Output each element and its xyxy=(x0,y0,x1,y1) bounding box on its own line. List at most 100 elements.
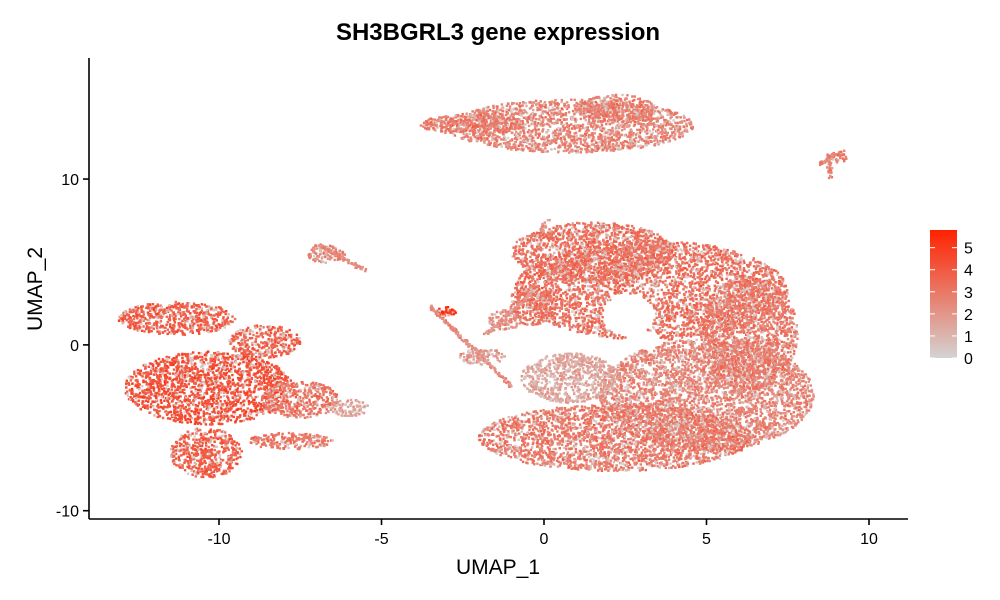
cell-point xyxy=(119,317,122,320)
cell-point xyxy=(270,368,273,371)
cell-point xyxy=(483,141,486,144)
cell-point xyxy=(176,302,180,306)
cell-point xyxy=(254,372,257,376)
cell-point xyxy=(244,410,248,413)
cell-point xyxy=(534,99,538,102)
cell-point xyxy=(178,307,181,310)
cell-point xyxy=(165,310,168,313)
cell-point xyxy=(475,137,478,140)
cell-point xyxy=(247,384,251,387)
cell-point xyxy=(447,129,451,132)
cell-point xyxy=(259,410,262,413)
cell-point xyxy=(194,382,197,385)
cell-point xyxy=(494,134,497,137)
cell-point xyxy=(483,128,486,132)
cell-point xyxy=(213,352,216,355)
cell-point xyxy=(201,367,205,371)
cell-point xyxy=(541,110,544,113)
cell-point xyxy=(466,118,469,121)
cell-point xyxy=(611,129,614,132)
cell-point xyxy=(485,130,488,133)
cell-point xyxy=(165,323,168,326)
cell-point xyxy=(517,144,520,147)
cell-point xyxy=(520,147,524,151)
cell-point xyxy=(511,102,514,106)
cell-point xyxy=(254,385,257,388)
cell-point xyxy=(158,409,161,413)
cell-point xyxy=(136,317,139,320)
cell-point xyxy=(595,115,598,118)
cell-point xyxy=(141,389,144,392)
cell-point xyxy=(202,392,206,395)
cell-point xyxy=(172,396,176,399)
cell-point xyxy=(671,131,674,135)
cell-point xyxy=(118,315,121,318)
cell-point xyxy=(603,127,606,130)
cell-point xyxy=(551,121,554,125)
cell-point xyxy=(585,110,588,113)
cell-point xyxy=(189,326,192,330)
cell-point xyxy=(228,382,231,385)
cell-point xyxy=(676,126,680,129)
cell-point xyxy=(149,403,153,406)
cell-point xyxy=(210,390,213,393)
cell-point xyxy=(645,144,648,147)
cell-point xyxy=(530,113,533,116)
cell-point xyxy=(200,475,203,479)
cell-point xyxy=(637,120,640,123)
cell-point xyxy=(239,354,242,357)
cell-point xyxy=(440,130,443,133)
cell-point xyxy=(572,125,576,128)
cell-point xyxy=(641,124,644,128)
cell-point xyxy=(140,309,144,312)
cell-point xyxy=(617,136,621,140)
cell-point xyxy=(214,329,217,332)
cell-point xyxy=(148,327,151,330)
cell-point xyxy=(222,310,226,314)
cell-point xyxy=(129,319,132,323)
cell-point xyxy=(463,130,466,134)
cell-point xyxy=(584,144,587,148)
cell-point xyxy=(227,407,231,411)
cell-point xyxy=(234,404,237,407)
cell-point xyxy=(648,118,651,121)
cell-point xyxy=(629,144,632,147)
cell-point xyxy=(223,365,226,368)
cell-point xyxy=(214,407,217,410)
cell-point xyxy=(666,110,669,114)
cell-point xyxy=(217,389,221,392)
cell-point xyxy=(148,383,151,386)
cell-point xyxy=(162,361,166,365)
cell-point xyxy=(213,314,216,317)
cell-point xyxy=(468,118,471,121)
cell-point xyxy=(178,368,181,371)
cell-point xyxy=(506,112,509,115)
cell-point xyxy=(210,369,213,372)
cell-point xyxy=(620,114,624,117)
cell-point xyxy=(616,110,619,113)
cell-point xyxy=(246,357,249,361)
cell-point xyxy=(152,385,155,389)
cell-point xyxy=(468,139,471,143)
cell-point xyxy=(218,463,221,467)
cell-point xyxy=(652,104,656,107)
cell-point xyxy=(147,400,150,403)
cell-point xyxy=(224,312,227,316)
cell-point xyxy=(608,102,611,106)
cell-point xyxy=(224,321,227,324)
cell-point xyxy=(180,421,184,424)
cell-point xyxy=(450,130,454,133)
cell-point xyxy=(489,127,492,130)
cell-point xyxy=(675,116,678,119)
cell-point xyxy=(493,123,496,126)
cell-point xyxy=(180,305,184,308)
cell-point xyxy=(553,137,556,140)
cell-point xyxy=(653,125,656,129)
cell-point xyxy=(569,115,573,119)
cell-point xyxy=(442,115,446,119)
cell-point xyxy=(623,134,627,137)
cell-point xyxy=(663,138,666,141)
cell-point xyxy=(271,391,275,394)
cell-point xyxy=(677,130,680,133)
cell-point xyxy=(146,318,149,322)
